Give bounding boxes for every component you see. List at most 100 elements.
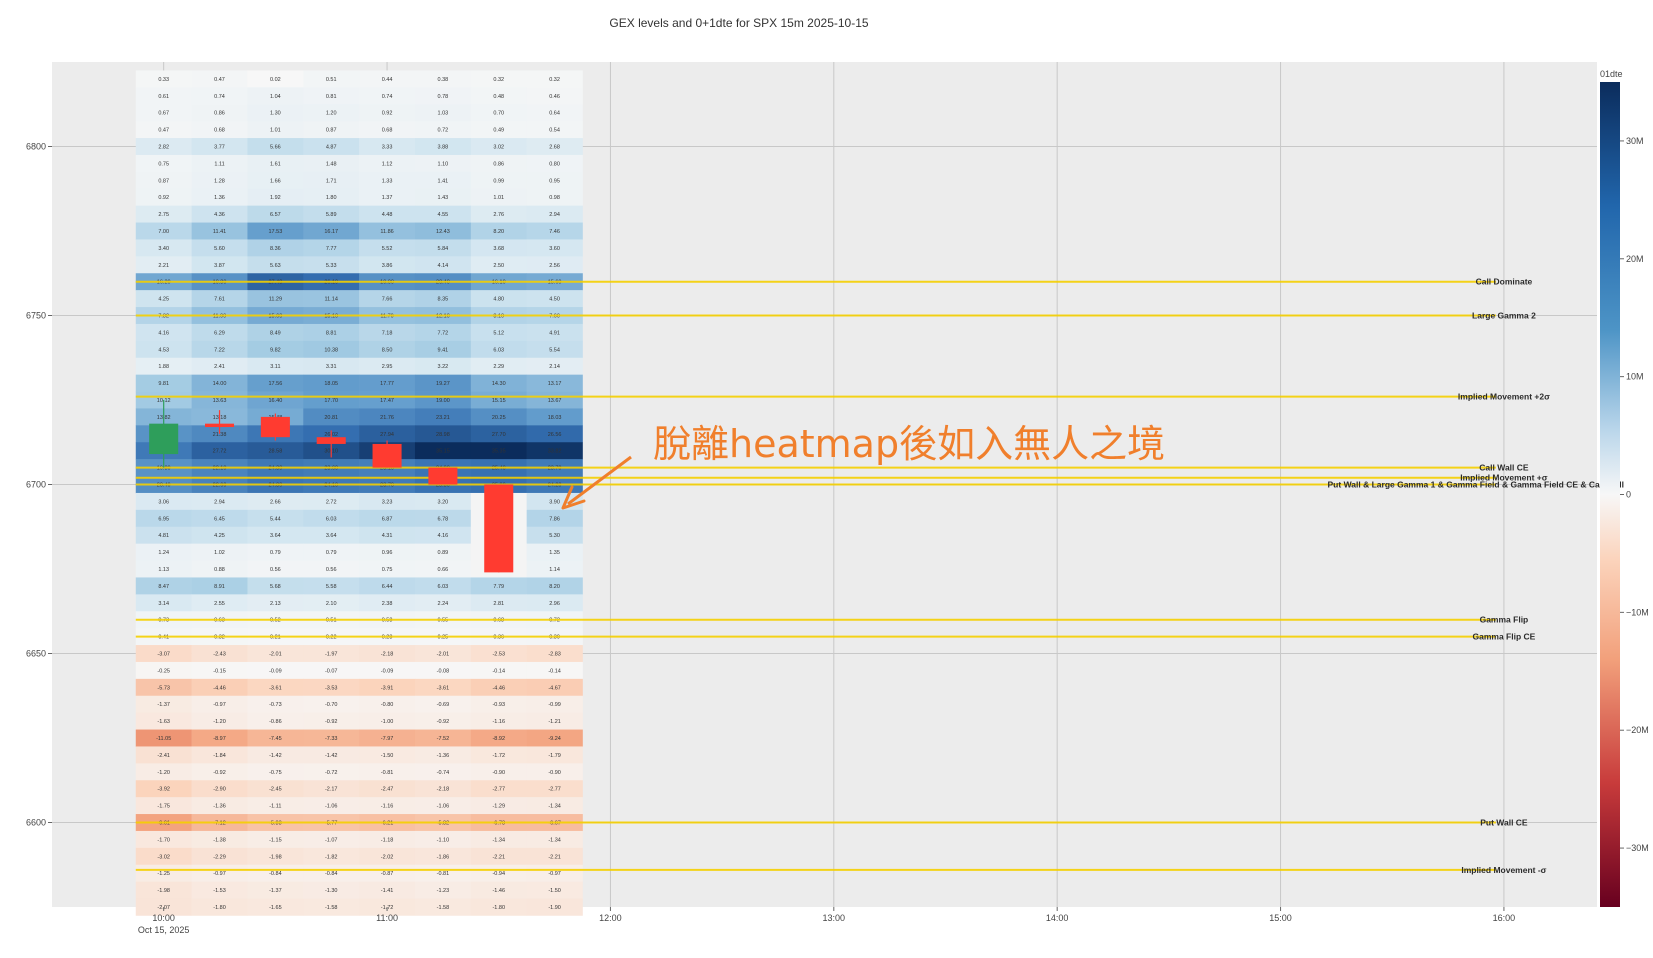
heatmap-cell [414, 560, 472, 578]
heatmap-cell [414, 746, 472, 764]
heatmap-cell-label: 2.81 [493, 601, 504, 607]
heatmap-cell-label: 4.80 [493, 297, 504, 303]
heatmap-cell-label: -1.29 [492, 804, 505, 810]
heatmap-cell-label: 0.89 [438, 550, 449, 556]
heatmap-cell [359, 526, 416, 544]
heatmap-cell [526, 138, 583, 156]
heatmap-cell [247, 374, 304, 392]
heatmap-cell [359, 104, 416, 122]
heatmap-cell [303, 239, 360, 257]
heatmap-cell [359, 425, 416, 443]
heatmap-cell [414, 290, 472, 308]
heatmap-cell [135, 678, 192, 697]
heatmap-cell-label: 1.02 [214, 550, 225, 556]
heatmap-cell-label: -0.93 [492, 702, 505, 708]
heatmap-cell-label: -0.09 [269, 668, 282, 674]
heatmap-cell-label: 4.48 [382, 212, 393, 218]
heatmap-cell-label: 1.11 [214, 161, 224, 167]
heatmap-cell [191, 881, 248, 899]
gex-level-label: Call Wall CE [1479, 463, 1529, 473]
heatmap-cell-label: 2.38 [382, 601, 393, 607]
gex-level-label: Put Wall CE [1480, 818, 1528, 828]
heatmap-cell [247, 492, 304, 511]
heatmap-cell [191, 695, 248, 713]
heatmap-cell-label: 1.88 [158, 364, 169, 370]
heatmap-cell-label: 3.40 [158, 246, 169, 252]
heatmap-cell [247, 104, 304, 122]
heatmap-cell-label: -0.70 [325, 702, 338, 708]
heatmap-cell [303, 746, 360, 764]
heatmap-cell [359, 543, 416, 561]
heatmap-cell-label: 5.44 [270, 516, 281, 522]
heatmap-cell [247, 543, 304, 561]
heatmap-cell [414, 661, 472, 680]
heatmap-cell-label: 2.94 [549, 212, 560, 218]
heatmap-cell-label: 18.05 [324, 381, 338, 387]
heatmap-cell-label: -0.09 [381, 668, 394, 674]
heatmap-cell [414, 121, 472, 139]
heatmap-cell-label: -7.97 [381, 736, 394, 742]
heatmap-cell-label: 5.66 [270, 145, 281, 151]
heatmap-cell [414, 678, 472, 697]
heatmap-cell-label: -3.61 [269, 685, 282, 691]
heatmap-cell-label: -1.07 [325, 837, 338, 843]
heatmap-cell [526, 729, 583, 747]
heatmap-cell [303, 526, 360, 544]
heatmap-cell [526, 104, 583, 122]
heatmap-cell-label: 3.20 [438, 499, 449, 505]
heatmap-cell-label: -2.21 [492, 854, 505, 860]
heatmap-cell-label: -3.61 [437, 685, 450, 691]
heatmap-cell-label: 0.47 [158, 128, 169, 134]
heatmap-cell-label: -8.97 [213, 736, 226, 742]
heatmap-cell-label: -0.72 [325, 770, 338, 776]
heatmap-cell-label: -1.46 [492, 888, 505, 894]
candle-body [149, 423, 179, 455]
heatmap-cell-label: 2.56 [549, 263, 560, 269]
heatmap-cell-label: 1.80 [326, 195, 337, 201]
heatmap-cell-label: 0.32 [493, 77, 504, 83]
heatmap-cell-label: -4.67 [548, 685, 561, 691]
heatmap-cell [414, 154, 472, 173]
heatmap-cell [247, 661, 304, 680]
heatmap-cell [247, 357, 304, 375]
heatmap-cell [303, 780, 360, 798]
heatmap-cell [135, 780, 192, 798]
heatmap-cell [135, 138, 192, 156]
heatmap-cell-label: 14.00 [213, 381, 227, 387]
x-tick-label: 12:00 [599, 913, 622, 923]
heatmap-cell [470, 678, 527, 697]
heatmap-cell [247, 188, 304, 206]
heatmap-cell [359, 797, 416, 815]
heatmap-cell-label: 35.15 [436, 449, 450, 455]
heatmap-cell [191, 171, 248, 190]
heatmap-cell-label: 0.56 [326, 567, 337, 573]
heatmap-cell [191, 594, 248, 612]
heatmap-cell-label: -1.15 [269, 837, 282, 843]
heatmap-cell [191, 526, 248, 544]
heatmap-cell-label: 7.18 [382, 330, 393, 336]
heatmap-cell-label: -1.63 [157, 719, 170, 725]
heatmap-cell-label: 1.30 [270, 111, 281, 117]
heatmap-cell-label: -0.07 [325, 668, 338, 674]
heatmap-cell [414, 188, 472, 206]
heatmap-cell [526, 374, 583, 392]
heatmap-cell-label: 6.78 [438, 516, 449, 522]
heatmap-cell [414, 205, 472, 223]
heatmap-cell [414, 712, 472, 730]
colorbar-tick-label: 30M [1626, 136, 1644, 146]
heatmap-cell-label: 17.70 [324, 398, 338, 404]
heatmap-cell-label: -1.41 [381, 888, 394, 894]
heatmap-cell [247, 509, 304, 528]
heatmap-cell-label: -1.36 [437, 753, 450, 759]
heatmap-cell [135, 763, 192, 781]
heatmap-cell-label: -0.74 [437, 770, 450, 776]
heatmap-cell [526, 188, 583, 206]
heatmap-cell [303, 205, 360, 223]
heatmap-cell [414, 830, 472, 849]
heatmap-cell-label: -1.10 [437, 837, 450, 843]
heatmap-cell-label: -7.45 [269, 736, 282, 742]
heatmap-cell-label: -1.53 [213, 888, 226, 894]
heatmap-cell-label: -1.42 [325, 753, 338, 759]
heatmap-cell [414, 729, 472, 747]
y-tick-label: 6600 [26, 818, 46, 828]
